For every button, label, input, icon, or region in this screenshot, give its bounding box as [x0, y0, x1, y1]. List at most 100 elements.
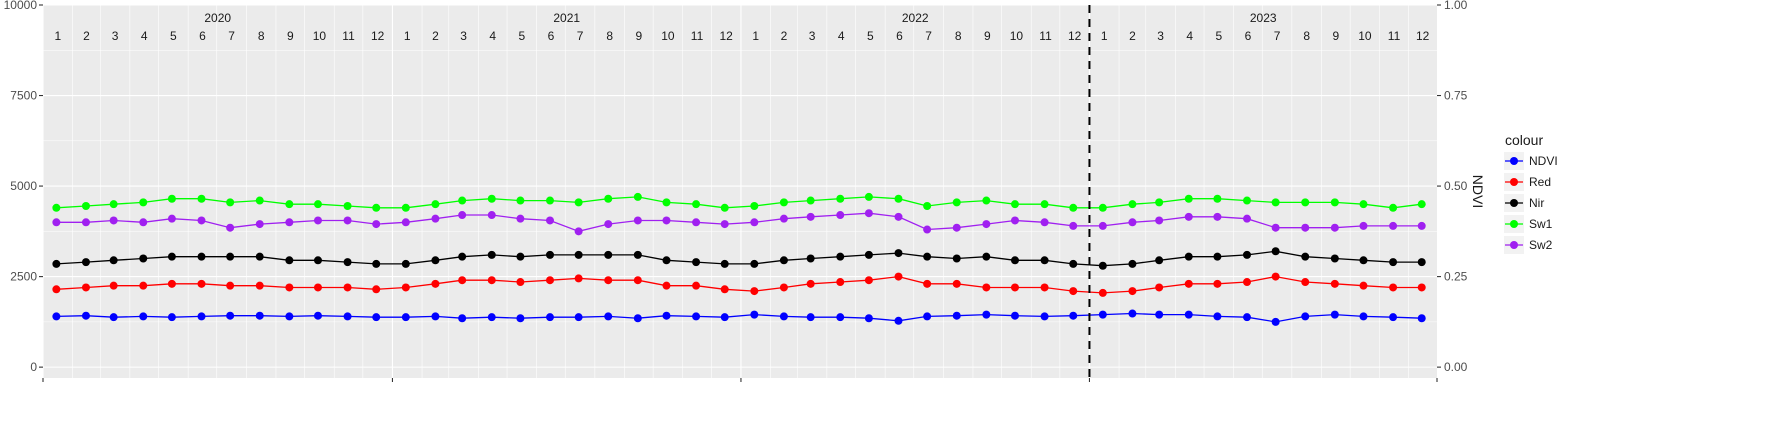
month-label: 5: [867, 29, 874, 43]
legend: colour NDVI Red Nir Sw1 Sw2: [1504, 132, 1558, 254]
data-point: [604, 250, 613, 259]
data-point: [516, 314, 525, 323]
month-label: 7: [577, 29, 584, 43]
data-point: [401, 203, 410, 212]
data-point: [167, 214, 176, 223]
data-point: [894, 249, 903, 258]
data-point: [1389, 313, 1398, 322]
data-point: [313, 200, 322, 209]
data-point: [1242, 250, 1251, 259]
data-point: [1098, 288, 1107, 297]
data-point: [720, 220, 729, 229]
series-ndvi: [52, 309, 1426, 326]
data-point: [574, 313, 583, 322]
data-point: [1330, 254, 1339, 263]
data-point: [1359, 221, 1368, 230]
data-point: [139, 198, 148, 207]
month-label: 2: [83, 29, 90, 43]
month-label: 6: [548, 29, 555, 43]
data-point: [1155, 310, 1164, 319]
legend-label: Sw2: [1529, 238, 1553, 252]
month-label: 10: [661, 29, 675, 43]
data-point: [1069, 203, 1078, 212]
data-point: [574, 250, 583, 259]
data-point: [806, 254, 815, 263]
data-point: [372, 220, 381, 229]
data-point: [81, 218, 90, 227]
legend-item-sw2: Sw2: [1504, 236, 1553, 254]
data-point: [1040, 312, 1049, 321]
data-point: [1271, 198, 1280, 207]
month-label: 3: [460, 29, 467, 43]
data-point: [662, 256, 671, 265]
month-label: 5: [518, 29, 525, 43]
data-point: [604, 220, 613, 229]
data-point: [52, 259, 61, 268]
data-point: [343, 216, 352, 225]
y-tick-label: 5000: [10, 179, 37, 193]
data-point: [1069, 221, 1078, 230]
data-point: [1417, 258, 1426, 267]
data-point: [1010, 216, 1019, 225]
month-label: 11: [1388, 29, 1401, 43]
data-point: [1213, 279, 1222, 288]
data-point: [633, 192, 642, 201]
data-point: [720, 285, 729, 294]
month-label: 8: [258, 29, 265, 43]
data-point: [1242, 196, 1251, 205]
data-point: [1184, 279, 1193, 288]
data-point: [52, 218, 61, 227]
data-point: [516, 252, 525, 261]
month-label: 2: [432, 29, 439, 43]
data-point: [662, 216, 671, 225]
data-point: [1040, 200, 1049, 209]
month-label: 3: [809, 29, 816, 43]
data-point: [1417, 221, 1426, 230]
legend-label: NDVI: [1529, 154, 1558, 168]
data-point: [372, 313, 381, 322]
series-sw2: [52, 209, 1426, 236]
month-label: 1: [54, 29, 61, 43]
data-point: [458, 276, 467, 285]
series-line: [56, 312, 1422, 323]
data-point: [662, 311, 671, 320]
data-point: [779, 214, 788, 223]
series-line: [56, 196, 1422, 209]
data-point: [1389, 258, 1398, 267]
month-label: 8: [606, 29, 613, 43]
data-point: [1271, 317, 1280, 326]
data-point: [401, 259, 410, 268]
data-point: [633, 276, 642, 285]
data-point: [1242, 214, 1251, 223]
data-point: [1184, 310, 1193, 319]
data-point: [81, 311, 90, 320]
month-label: 8: [955, 29, 962, 43]
data-point: [894, 316, 903, 325]
data-point: [285, 283, 294, 292]
data-point: [574, 198, 583, 207]
data-point: [372, 285, 381, 294]
month-label: 10: [1010, 29, 1024, 43]
month-label: 12: [1068, 29, 1082, 43]
data-point: [458, 211, 467, 220]
data-point: [982, 220, 991, 229]
data-point: [1128, 200, 1137, 209]
data-point: [1417, 283, 1426, 292]
data-point: [923, 252, 932, 261]
data-point: [750, 259, 759, 268]
data-point: [1213, 194, 1222, 203]
data-point: [372, 203, 381, 212]
data-point: [545, 250, 554, 259]
data-point: [779, 198, 788, 207]
data-point: [255, 196, 264, 205]
y2-tick-label: 1.00: [1444, 0, 1468, 12]
data-point: [313, 216, 322, 225]
legend-key-point: [1510, 178, 1518, 186]
month-label: 6: [199, 29, 206, 43]
data-point: [1301, 198, 1310, 207]
data-point: [458, 314, 467, 323]
series-line: [56, 250, 1422, 267]
legend-label: Red: [1529, 175, 1551, 189]
data-point: [431, 214, 440, 223]
data-point: [343, 283, 352, 292]
